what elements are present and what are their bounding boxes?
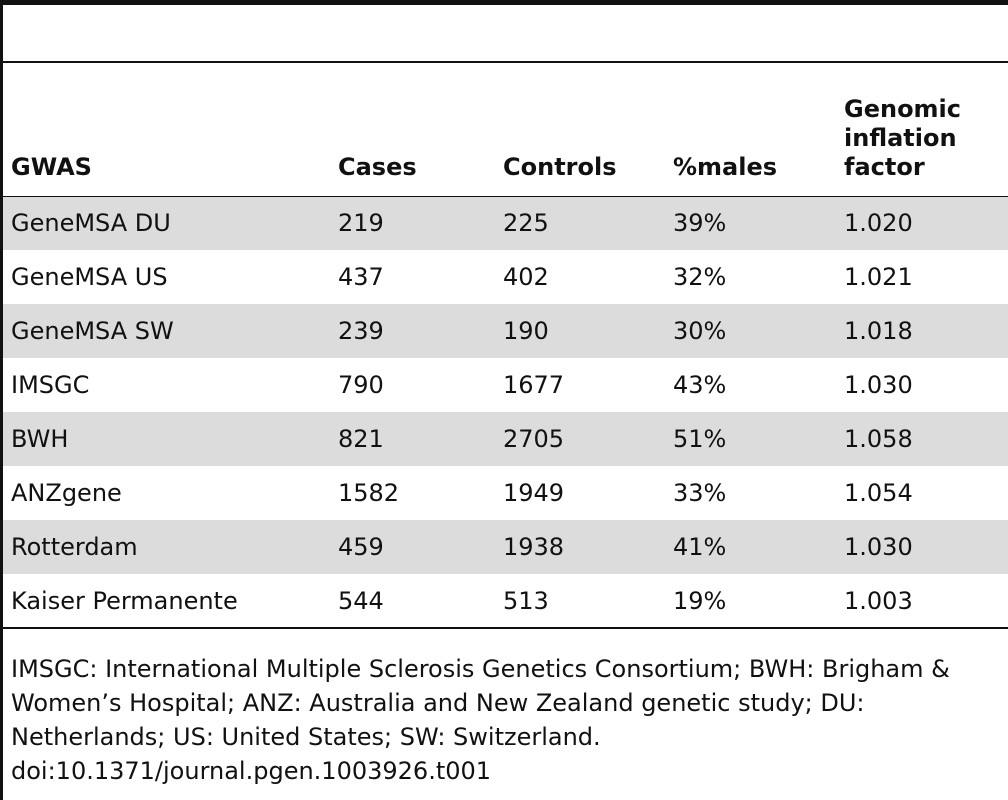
header-gwas: GWAS [3,63,330,197]
cell-males: 41% [665,520,836,574]
cell-gwas: Rotterdam [3,520,330,574]
cell-males: 33% [673,479,727,507]
table-row: Rotterdam 459 1938 41% 1.030 [3,520,1008,574]
footnote-text: IMSGC: International Multiple Sclerosis … [11,655,950,751]
cell-cases: 544 [330,574,495,629]
table-row: GeneMSA SW 239 190 30% 1.018 [3,304,1008,358]
cell-cases: 821 [330,412,495,466]
title-separator-rule [3,61,1008,63]
doi-link[interactable]: doi:10.1371/journal.pgen.1003926.t001 [11,757,492,785]
cell-gwas: GeneMSA US [11,263,168,291]
cell-inflation-factor: 1.018 [836,304,1008,358]
cell-controls: 1677 [503,371,565,399]
table-footnote: IMSGC: International Multiple Sclerosis … [11,652,1006,788]
cell-inflation-factor: 1.058 [836,412,1008,466]
table-row: BWH 821 2705 51% 1.058 [3,412,1008,466]
table-row: GeneMSA DU 219 225 39% 1.020 [3,196,1008,250]
table-row: IMSGC 790 1677 43% 1.030 [3,358,1008,412]
header-inflation-factor: Genomic inflation factor [836,63,1008,197]
cell-cases: 459 [330,520,495,574]
cell-cases: 437 [338,263,384,291]
cell-gwas: GeneMSA DU [3,196,330,250]
header-males: %males [665,63,836,197]
cell-gwas: Kaiser Permanente [3,574,330,629]
cell-inflation-factor: 1.030 [836,520,1008,574]
cell-inflation-factor: 1.054 [844,479,913,507]
table-body: GeneMSA DU 219 225 39% 1.020 GeneMSA US … [3,196,1008,629]
header-row: GWAS Cases Controls %males Genomic infla… [3,63,1008,197]
cell-controls: 2705 [495,412,665,466]
cell-inflation-factor: 1.020 [836,196,1008,250]
table-row: ANZgene 1582 1949 33% 1.054 [3,466,1008,520]
cell-controls: 190 [495,304,665,358]
table-row: Kaiser Permanente 544 513 19% 1.003 [3,574,1008,629]
cell-controls: 1949 [503,479,565,507]
cell-males: 39% [665,196,836,250]
top-border-rule [0,0,1008,5]
header-controls: Controls [495,63,665,197]
left-border-rule [0,0,3,800]
cell-inflation-factor: 1.030 [844,371,913,399]
cell-males: 30% [665,304,836,358]
table-row: GeneMSA US 437 402 32% 1.021 [3,250,1008,304]
cell-males: 43% [673,371,727,399]
cell-cases: 239 [330,304,495,358]
cell-cases: 790 [338,371,384,399]
cell-inflation-factor: 1.003 [836,574,1008,629]
cell-males: 51% [665,412,836,466]
cell-controls: 402 [503,263,549,291]
cell-gwas: GeneMSA SW [3,304,330,358]
cell-gwas: ANZgene [11,479,122,507]
cell-males: 32% [673,263,727,291]
cell-cases: 219 [330,196,495,250]
cell-controls: 513 [495,574,665,629]
cell-gwas: BWH [3,412,330,466]
cell-gwas: IMSGC [11,371,90,399]
gwas-summary-table: GWAS Cases Controls %males Genomic infla… [3,63,1008,629]
cell-males: 19% [665,574,836,629]
table-header: GWAS Cases Controls %males Genomic infla… [3,63,1008,197]
cell-controls: 225 [495,196,665,250]
cell-cases: 1582 [338,479,400,507]
cell-controls: 1938 [495,520,665,574]
header-cases: Cases [330,63,495,197]
cell-inflation-factor: 1.021 [844,263,913,291]
